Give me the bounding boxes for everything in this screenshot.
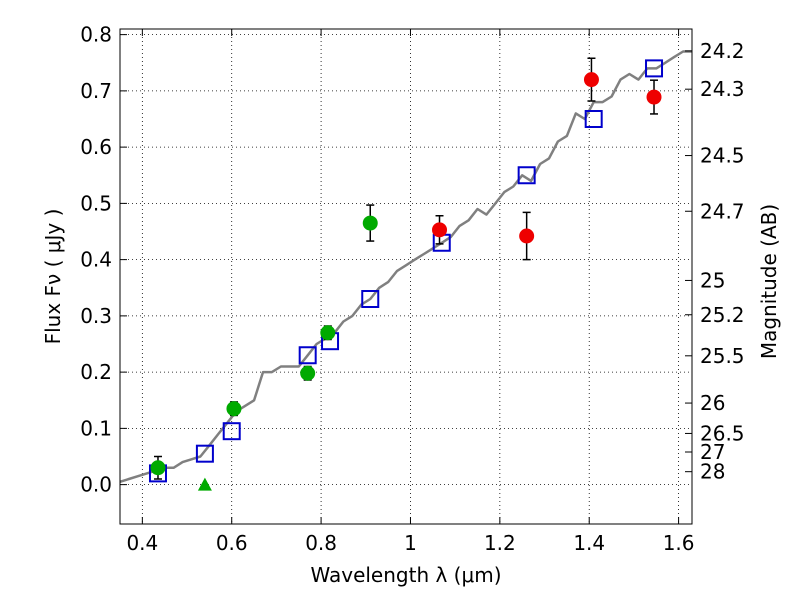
y-tick-label: 0.1 [80, 416, 112, 440]
plot-frame [119, 28, 693, 525]
y-tick-label: 0.7 [80, 79, 112, 103]
x-tick-label: 1.2 [484, 531, 516, 555]
right-tick-label: 28 [700, 460, 725, 484]
data-point [646, 89, 662, 105]
x-tick-label: 0.4 [126, 531, 158, 555]
x-tick-label: 0.8 [305, 531, 337, 555]
model-square-marker [298, 346, 317, 365]
data-point [362, 215, 378, 231]
model-square-marker [584, 110, 603, 128]
right-axis-label: Magnitude (AB) [757, 204, 781, 359]
model-square-marker [645, 59, 664, 78]
x-tick-label: 0.6 [216, 531, 248, 555]
y-tick-label: 0.2 [80, 360, 112, 384]
data-point [300, 365, 316, 381]
right-tick-label: 25.5 [700, 344, 745, 368]
right-tick-label: 26 [700, 391, 725, 415]
right-tick-label: 24.7 [700, 199, 745, 223]
right-tick-label: 24.2 [700, 39, 745, 63]
y-tick-label: 0.4 [80, 248, 112, 272]
y-tick-label: 0.8 [80, 23, 112, 47]
right-tick-label: 27 [700, 440, 725, 464]
y-tick-label: 0.3 [80, 304, 112, 328]
data-point [226, 401, 242, 417]
y-tick-label: 0.0 [80, 473, 112, 497]
right-tick-label: 24.3 [700, 77, 745, 101]
data-point [519, 228, 535, 244]
y-tick-label: 0.5 [80, 191, 112, 215]
x-tick-label: 1.4 [573, 531, 605, 555]
grid [120, 29, 692, 524]
data-point [320, 325, 336, 341]
right-tick-label: 26.5 [700, 421, 745, 445]
upper-limit-marker [197, 477, 212, 491]
axis-ticks: 0.4 0.6 0.8 1 1.2 1.4 1.6 0.0 0.1 0.2 0.3 0.4 0.5 0.6… [80, 23, 744, 555]
x-tick-label: 1.6 [663, 531, 695, 555]
data-point [432, 222, 448, 238]
x-tick-label: 1 [404, 531, 417, 555]
x-axis-label: Wavelength λ (μm) [310, 563, 501, 587]
model-square-marker [517, 166, 536, 185]
right-tick-label: 24.5 [700, 144, 745, 168]
spectrum-line [119, 50, 692, 483]
plot-area [119, 50, 692, 491]
right-tick-label: 25 [700, 268, 725, 292]
right-tick-label: 25.2 [700, 303, 745, 327]
y-axis-label: Flux Fν ( μJy ) [41, 209, 65, 345]
data-point [583, 72, 599, 88]
model-square-marker [222, 422, 241, 441]
model-square-marker [361, 290, 380, 308]
y-tick-label: 0.6 [80, 135, 112, 159]
model-square-marker [195, 444, 214, 463]
data-point [150, 460, 166, 476]
